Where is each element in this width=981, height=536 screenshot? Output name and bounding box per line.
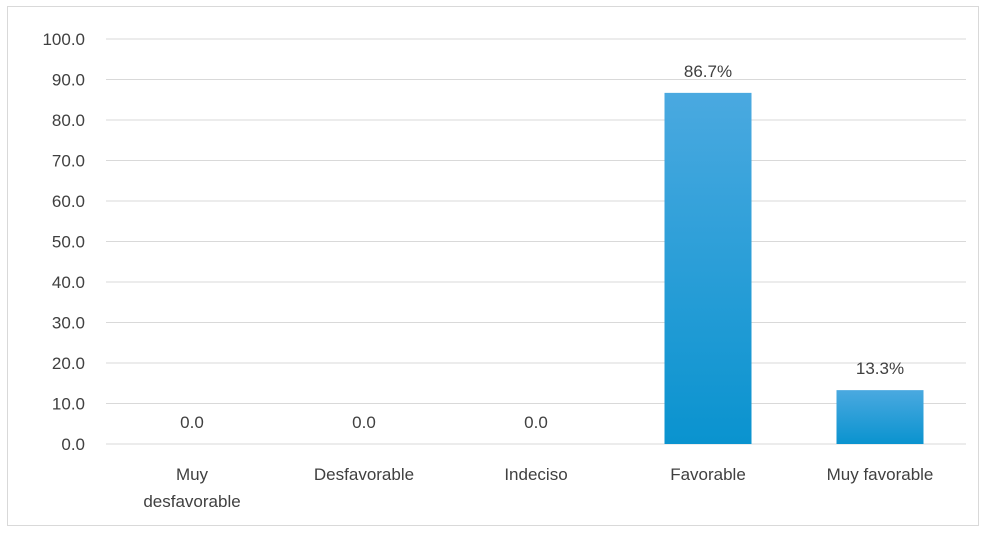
y-tick-label: 90.0 bbox=[52, 71, 85, 90]
y-tick-label: 80.0 bbox=[52, 111, 85, 130]
bars bbox=[664, 92, 924, 445]
data-labels: 0.0 0.0 0.0 86.7% 13.3% bbox=[180, 62, 904, 432]
bar bbox=[836, 390, 924, 444]
y-tick-label: 100.0 bbox=[42, 30, 85, 49]
x-category-label: Indeciso bbox=[504, 465, 567, 484]
data-label: 0.0 bbox=[524, 413, 548, 432]
bar bbox=[664, 92, 752, 445]
x-category-label: Muy favorable bbox=[827, 465, 934, 484]
y-tick-label: 10.0 bbox=[52, 395, 85, 414]
y-tick-label: 20.0 bbox=[52, 354, 85, 373]
data-label: 13.3% bbox=[856, 359, 904, 378]
y-tick-label: 0.0 bbox=[61, 435, 85, 454]
gridlines bbox=[106, 38, 966, 445]
x-category-label: Muy bbox=[176, 465, 209, 484]
bar-chart: 0.0 10.0 20.0 30.0 40.0 50.0 60.0 70.0 80.0 90.0 1… bbox=[42, 30, 966, 511]
y-tick-label: 50.0 bbox=[52, 233, 85, 252]
x-axis-categories: Muy desfavorable Desfavorable Indeciso Favor… bbox=[143, 465, 933, 511]
y-tick-label: 60.0 bbox=[52, 192, 85, 211]
y-tick-label: 70.0 bbox=[52, 152, 85, 171]
x-category-label: desfavorable bbox=[143, 492, 240, 511]
data-label: 0.0 bbox=[180, 413, 204, 432]
x-category-label: Favorable bbox=[670, 465, 746, 484]
y-tick-label: 30.0 bbox=[52, 314, 85, 333]
x-category-label: Desfavorable bbox=[314, 465, 414, 484]
data-label: 0.0 bbox=[352, 413, 376, 432]
data-label: 86.7% bbox=[684, 62, 732, 81]
y-tick-label: 40.0 bbox=[52, 273, 85, 292]
chart-frame: 0.0 10.0 20.0 30.0 40.0 50.0 60.0 70.0 80.0 90.0 1… bbox=[7, 6, 979, 526]
y-axis-ticks: 0.0 10.0 20.0 30.0 40.0 50.0 60.0 70.0 80.0 90.0 1… bbox=[42, 30, 85, 454]
